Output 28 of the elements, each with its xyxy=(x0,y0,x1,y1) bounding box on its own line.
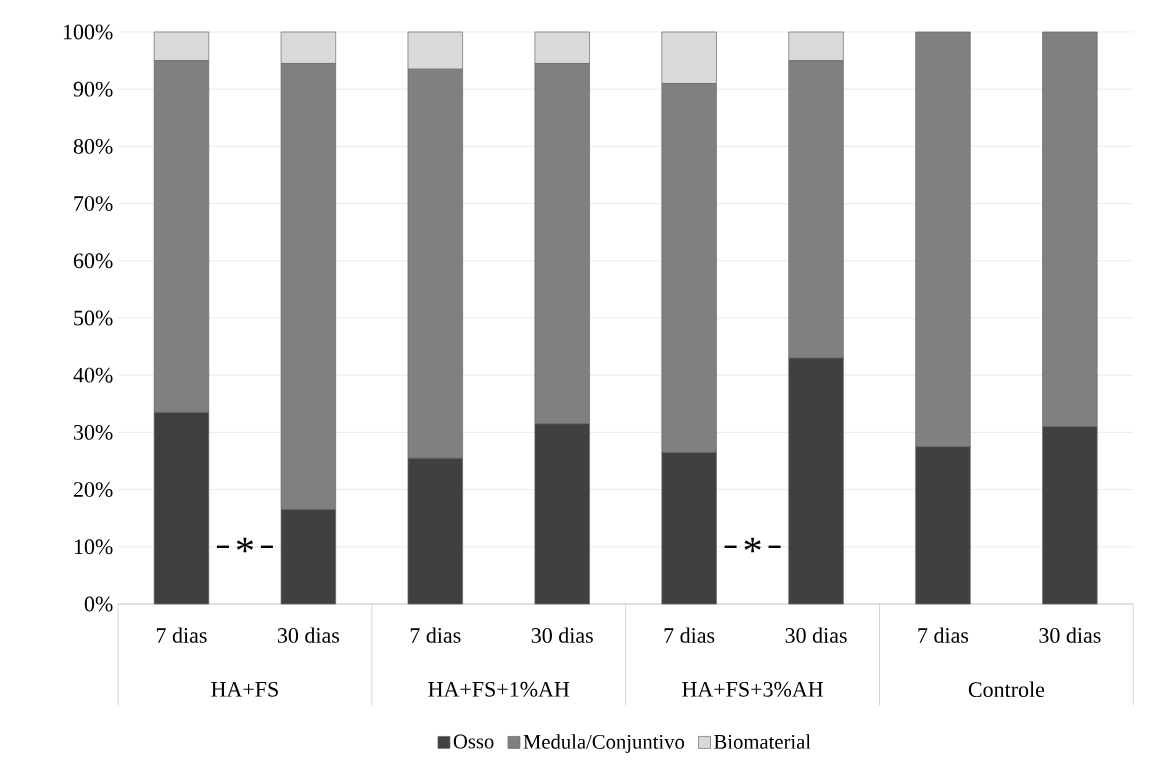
x-tick-label: 30 dias xyxy=(785,627,847,643)
text: HA+FS xyxy=(211,681,278,697)
y-tick-label: 40% xyxy=(73,367,113,383)
text: Controle xyxy=(968,681,1045,698)
x-tick-label: 30 dias xyxy=(531,627,593,643)
x-tick-label: 7 dias xyxy=(156,627,207,643)
x-tick-label: 7 dias xyxy=(664,627,715,643)
y-tick-label: 10% xyxy=(74,539,113,555)
y-tick-label: 100% xyxy=(63,24,113,40)
y-tick-label: 70% xyxy=(74,196,113,212)
y-tick-label: 60% xyxy=(73,253,113,269)
legend-label: Medula/Conjuntivo xyxy=(523,734,685,753)
y-tick-label: 50% xyxy=(74,310,113,326)
y-tick-label: 20% xyxy=(73,482,113,498)
x-tick-label: 7 dias xyxy=(918,627,969,643)
text: HA+FS+1%AH xyxy=(428,681,570,697)
annotation: * xyxy=(744,537,761,553)
text: HA+FS+3%AH xyxy=(682,681,824,697)
y-tick-label: 30% xyxy=(74,424,113,440)
legend-label: Osso xyxy=(453,734,494,749)
y-tick-label: 0% xyxy=(84,596,113,612)
x-tick-label: 7 dias xyxy=(410,627,461,643)
x-tick-label: 30 dias xyxy=(1039,627,1101,643)
annotation: * xyxy=(236,537,254,553)
y-tick-label: 80% xyxy=(73,138,113,154)
legend-label: Biomaterial xyxy=(714,734,811,749)
y-tick-label: 90% xyxy=(73,81,113,97)
x-tick-label: 30 dias xyxy=(277,627,340,643)
